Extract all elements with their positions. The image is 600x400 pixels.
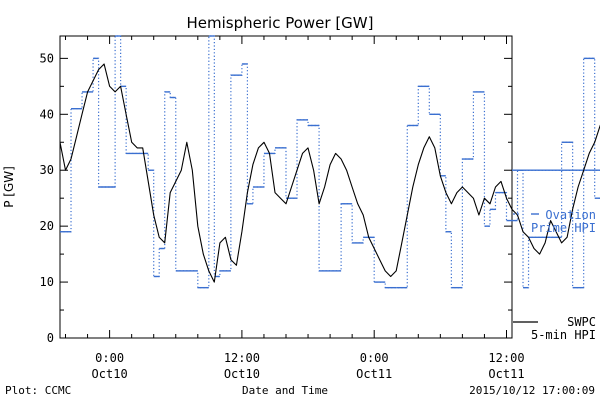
x-tick-date-label-2: Oct11 <box>356 367 392 381</box>
x-tick-time-label-1: 12:00 <box>224 351 260 365</box>
y-tick-label-0: 0 <box>47 331 54 345</box>
y-tick-label-4: 40 <box>40 107 54 121</box>
legend-swpc-label-2: 5-min HPI <box>531 328 596 342</box>
y-axis-label: P [GW] <box>2 166 16 208</box>
x-tick-time-label-2: 0:00 <box>360 351 389 365</box>
ovation-series-line <box>60 35 600 289</box>
footer-plot-credit: Plot: CCMC <box>5 384 71 397</box>
footer-timestamp: 2015/10/12 17:00:09 <box>469 384 595 397</box>
x-tick-time-label-3: 12:00 <box>488 351 524 365</box>
y-tick-label-1: 10 <box>40 275 54 289</box>
series-layer <box>59 35 600 289</box>
y-tick-label-3: 30 <box>40 163 54 177</box>
x-tick-date-label-1: Oct10 <box>224 367 260 381</box>
chart-title: Hemispheric Power [GW] <box>187 14 374 32</box>
y-tick-label-2: 20 <box>40 219 54 233</box>
x-tick-time-label-0: 0:00 <box>95 351 124 365</box>
swpc-series-line <box>59 63 600 283</box>
x-tick-date-label-0: Oct10 <box>92 367 128 381</box>
y-tick-label-5: 50 <box>40 51 54 65</box>
x-tick-date-label-3: Oct11 <box>488 367 524 381</box>
legend-ovation-label-2: Prime HPI <box>531 221 596 235</box>
legend-ovation-label-1: Ovation <box>545 208 596 222</box>
legend-swpc-label-1: SWPC <box>567 315 596 329</box>
axes-group: 0 10 20 30 40 50 0:00 Oct10 12:00 Oct10 0:00 Oct11 1… <box>40 35 525 381</box>
x-axis-label: Date and Time <box>242 384 328 397</box>
